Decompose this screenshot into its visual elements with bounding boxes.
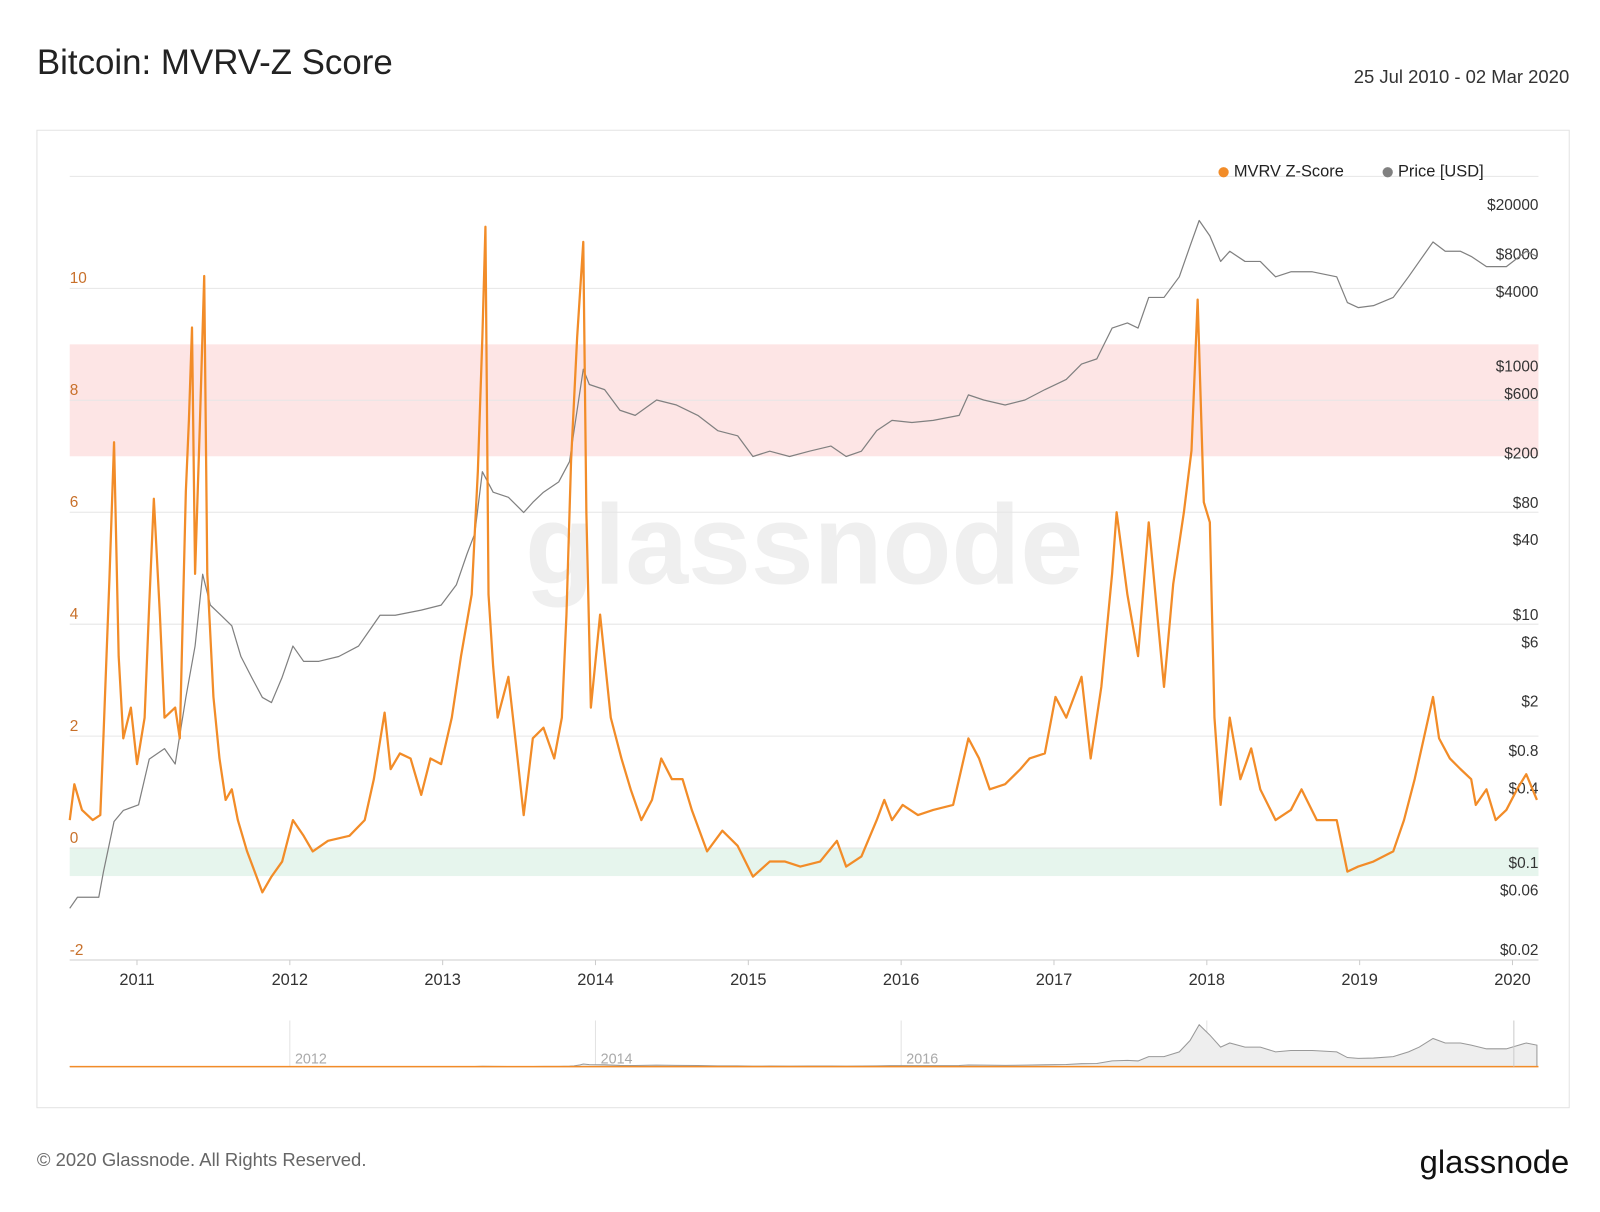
x-tick-label: 2014 [577, 971, 614, 989]
y2-tick-label: $20000 [1487, 197, 1538, 214]
navigator-label: 2014 [601, 1051, 633, 1067]
navigator-label: 2016 [906, 1051, 938, 1067]
price-line [69, 219, 1538, 909]
x-tick-label: 2013 [424, 971, 461, 989]
logo: glassnode [1420, 1143, 1570, 1180]
x-tick-label: 2017 [1036, 971, 1072, 989]
chart-frame [36, 129, 1570, 1109]
legend-label: Price [USD] [1398, 163, 1484, 181]
y2-tick-label: $80 [1513, 495, 1539, 512]
y-tick-label: 2 [70, 718, 79, 735]
zone-band [69, 848, 1539, 877]
legend-marker [1218, 167, 1229, 178]
y2-tick-label: $6 [1521, 634, 1538, 651]
y-tick-label: 6 [70, 494, 79, 511]
y2-tick-label: $600 [1504, 386, 1538, 403]
y2-tick-label: $10 [1513, 607, 1539, 624]
watermark: glassnode [525, 482, 1083, 608]
x-tick-label: 2016 [883, 971, 920, 989]
x-tick-label: 2018 [1189, 971, 1226, 989]
y2-tick-label: $4000 [1496, 284, 1539, 301]
y2-tick-label: $8000 [1496, 247, 1539, 264]
y2-tick-label: $0.02 [1500, 942, 1538, 959]
y-tick-label: 10 [70, 270, 87, 287]
y-tick-label: 4 [70, 606, 79, 623]
x-tick-label: 2011 [119, 971, 154, 989]
x-tick-label: 2012 [272, 971, 309, 989]
y-tick-label: 0 [70, 830, 79, 847]
y2-tick-label: $40 [1513, 532, 1539, 549]
y2-tick-label: $0.1 [1509, 855, 1539, 872]
y2-tick-label: $1000 [1496, 359, 1539, 376]
navigator-label: 2012 [295, 1051, 327, 1067]
x-tick-label: 2015 [730, 971, 767, 989]
legend-label: MVRV Z-Score [1234, 163, 1344, 181]
y2-tick-label: $0.06 [1500, 883, 1538, 900]
y2-tick-label: $0.8 [1509, 743, 1539, 760]
x-tick-label: 2020 [1494, 971, 1531, 989]
legend-marker [1382, 167, 1393, 178]
y2-tick-label: $200 [1504, 445, 1538, 462]
y-tick-label: -2 [70, 942, 84, 959]
y-tick-label: 8 [70, 382, 79, 399]
date-range: 25 Jul 2010 - 02 Mar 2020 [1354, 66, 1569, 87]
plot-area: glassnode -2 0 2 4 6 8 10 $20000 $8000 $4000 $1000 $… [68, 163, 1539, 1068]
mvrv-line [68, 225, 1538, 894]
x-tick-label: 2019 [1341, 971, 1378, 989]
footer: © 2020 Glassnode. All Rights Reserved. [37, 1149, 367, 1170]
chart-title: Bitcoin: MVRV-Z Score [37, 43, 393, 82]
y2-tick-label: $2 [1521, 694, 1538, 711]
